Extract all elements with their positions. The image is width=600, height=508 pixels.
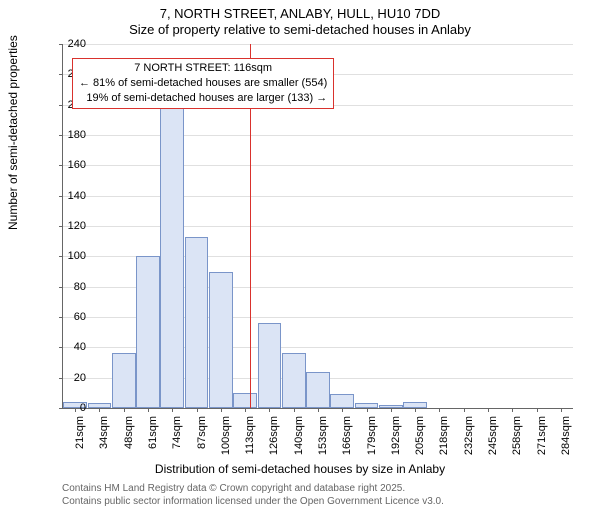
xtick-label: 74sqm [171,416,183,456]
xtick-mark [269,408,270,412]
histogram-bar [209,272,233,409]
histogram-bar [258,323,282,408]
xtick-mark [391,408,392,412]
xtick-mark [221,408,222,412]
histogram-bar [306,372,330,408]
xtick-label: 126sqm [268,416,280,456]
xtick-label: 21sqm [74,416,86,456]
xtick-label: 271sqm [536,416,548,456]
chart-title-main: 7, NORTH STREET, ANLABY, HULL, HU10 7DD [0,6,600,21]
xtick-mark [99,408,100,412]
xtick-mark [512,408,513,412]
x-axis-label: Distribution of semi-detached houses by … [0,462,600,476]
xtick-mark [172,408,173,412]
xtick-mark [342,408,343,412]
ytick-label: 240 [46,38,86,50]
xtick-mark [318,408,319,412]
xtick-mark [294,408,295,412]
ytick-label: 80 [46,281,86,293]
xtick-label: 218sqm [438,416,450,456]
footer-line2: Contains public sector information licen… [62,495,444,508]
gridline-h [63,196,573,197]
xtick-mark [197,408,198,412]
histogram-bar [185,237,209,408]
footer-attribution: Contains HM Land Registry data © Crown c… [62,482,444,508]
y-axis-label: Number of semi-detached properties [6,35,20,230]
ytick-label: 0 [46,402,86,414]
annotation-box: 7 NORTH STREET: 116sqm← 81% of semi-deta… [72,58,334,109]
xtick-label: 34sqm [98,416,110,456]
gridline-h [63,226,573,227]
xtick-label: 232sqm [463,416,475,456]
annotation-line3: 19% of semi-detached houses are larger (… [79,91,327,106]
xtick-label: 140sqm [293,416,305,456]
histogram-bar [136,256,160,408]
xtick-label: 166sqm [341,416,353,456]
xtick-label: 192sqm [390,416,402,456]
footer-line1: Contains HM Land Registry data © Crown c… [62,482,444,495]
xtick-mark [245,408,246,412]
ytick-label: 120 [46,220,86,232]
xtick-label: 113sqm [244,416,256,456]
annotation-line1: 7 NORTH STREET: 116sqm [79,61,327,76]
chart-title-sub: Size of property relative to semi-detach… [0,22,600,37]
ytick-label: 100 [46,250,86,262]
xtick-label: 61sqm [147,416,159,456]
xtick-mark [439,408,440,412]
histogram-bar [233,393,257,408]
xtick-mark [488,408,489,412]
histogram-bar [112,353,136,408]
ytick-label: 40 [46,341,86,353]
xtick-mark [148,408,149,412]
ytick-label: 160 [46,159,86,171]
xtick-label: 258sqm [511,416,523,456]
xtick-label: 205sqm [414,416,426,456]
xtick-label: 284sqm [560,416,572,456]
xtick-label: 179sqm [366,416,378,456]
xtick-label: 48sqm [123,416,135,456]
annotation-line2: ← 81% of semi-detached houses are smalle… [79,76,327,91]
xtick-mark [464,408,465,412]
ytick-label: 60 [46,311,86,323]
histogram-bar [160,108,184,408]
gridline-h [63,135,573,136]
ytick-label: 20 [46,372,86,384]
xtick-label: 153sqm [317,416,329,456]
gridline-h [63,44,573,45]
xtick-label: 245sqm [487,416,499,456]
histogram-bar [330,394,354,408]
xtick-mark [561,408,562,412]
xtick-mark [367,408,368,412]
xtick-label: 100sqm [220,416,232,456]
ytick-label: 140 [46,190,86,202]
gridline-h [63,165,573,166]
histogram-bar [282,353,306,408]
ytick-label: 180 [46,129,86,141]
xtick-mark [124,408,125,412]
xtick-label: 87sqm [196,416,208,456]
xtick-mark [537,408,538,412]
xtick-mark [415,408,416,412]
